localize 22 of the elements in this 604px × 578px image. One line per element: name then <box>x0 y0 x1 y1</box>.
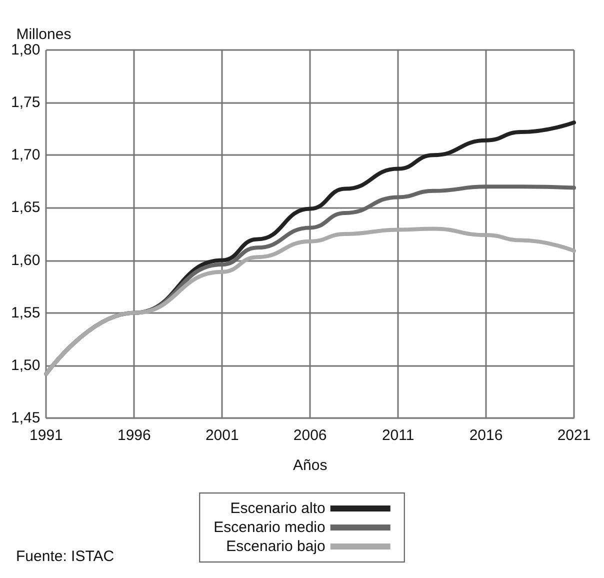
y-axis-title: Millones <box>16 26 72 43</box>
x-tick-label: 2016 <box>469 427 503 444</box>
y-tick-label: 1,65 <box>10 199 40 216</box>
source-note: Fuente: ISTAC <box>16 548 114 565</box>
y-tick-label: 1,75 <box>10 94 40 112</box>
y-tick-label: 1,50 <box>10 356 40 374</box>
legend-label: Escenario alto <box>230 500 326 517</box>
y-tick-label: 1,60 <box>10 252 40 269</box>
x-tick-label: 2021 <box>557 427 591 444</box>
y-tick-label: 1,80 <box>10 42 40 58</box>
y-tick-label: 1,55 <box>10 304 40 322</box>
x-tick-label: 1991 <box>30 427 63 444</box>
x-tick-label: 2006 <box>293 427 327 444</box>
x-tick-label: 2001 <box>205 427 239 444</box>
y-tick-label: 1,45 <box>10 410 40 426</box>
x-tick-label: 2011 <box>382 427 414 444</box>
y-tick-label: 1,70 <box>10 146 40 164</box>
legend-label: Escenario bajo <box>226 538 326 555</box>
line-series <box>44 226 576 376</box>
x-tick-label: 1996 <box>117 427 151 444</box>
x-axis-title: Años <box>292 457 328 474</box>
legend-label: Escenario medio <box>214 519 326 536</box>
